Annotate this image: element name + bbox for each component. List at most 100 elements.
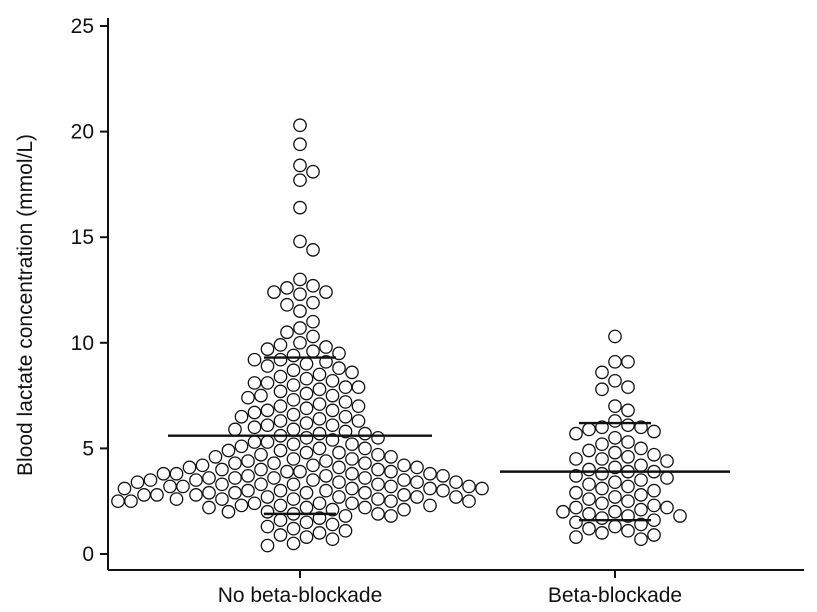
data-point	[608, 519, 622, 534]
data-point	[293, 464, 307, 479]
data-point	[293, 272, 307, 287]
data-point	[312, 426, 327, 441]
data-point	[436, 483, 450, 498]
data-point	[260, 418, 275, 433]
data-point	[325, 388, 340, 403]
y-tick-label: 20	[71, 121, 94, 144]
data-point	[273, 498, 288, 513]
data-point	[299, 416, 314, 430]
y-ticks: 0 5 10 15 20 25	[71, 15, 108, 566]
data-point	[647, 447, 661, 462]
y-tick-label: 0	[82, 543, 94, 566]
data-point	[306, 458, 320, 473]
data-point	[351, 380, 366, 395]
y-tick-label: 15	[71, 226, 94, 249]
data-point	[299, 371, 314, 386]
data-point	[338, 380, 353, 395]
data-point	[221, 443, 236, 458]
data-point	[273, 513, 288, 528]
data-point	[582, 507, 596, 521]
data-point	[319, 340, 333, 354]
data-point	[299, 485, 314, 500]
data-point	[475, 481, 489, 496]
data-point	[423, 498, 437, 513]
data-point	[647, 498, 661, 513]
data-point	[234, 409, 249, 424]
data-point	[260, 519, 275, 534]
data-point	[332, 460, 346, 475]
data-point	[260, 376, 275, 390]
data-point	[332, 361, 346, 375]
data-point	[569, 530, 583, 544]
data-point	[176, 479, 190, 494]
data-point	[319, 483, 333, 498]
data-point	[195, 458, 210, 473]
data-point	[286, 521, 301, 536]
data-point	[595, 437, 609, 452]
data-point	[293, 335, 307, 350]
data-point	[345, 481, 359, 496]
data-point	[247, 420, 262, 435]
data-point	[137, 488, 151, 502]
data-point	[280, 464, 294, 479]
data-point	[325, 418, 340, 433]
data-point	[358, 456, 372, 471]
data-point	[306, 295, 320, 310]
data-point	[286, 392, 301, 407]
data-point	[319, 285, 333, 299]
data-point	[228, 422, 242, 437]
data-point	[569, 515, 583, 530]
data-point	[202, 485, 216, 500]
data-point	[286, 452, 301, 466]
data-point	[397, 502, 411, 517]
data-point	[332, 475, 346, 490]
data-point	[338, 509, 353, 523]
data-point	[156, 466, 171, 481]
data-point	[325, 403, 340, 418]
data-point	[273, 414, 288, 428]
data-point	[267, 285, 281, 299]
data-point	[410, 460, 424, 475]
data-point	[280, 281, 294, 295]
data-point	[117, 481, 132, 496]
data-point	[358, 441, 372, 456]
data-point	[371, 447, 385, 462]
data-point	[319, 454, 333, 468]
data-point	[423, 466, 437, 481]
data-point	[397, 488, 411, 502]
data-point	[189, 488, 203, 502]
data-point	[338, 409, 353, 424]
data-point	[449, 490, 463, 504]
data-point	[345, 365, 359, 380]
data-point	[293, 137, 307, 152]
data-point	[436, 469, 450, 483]
data-point	[299, 530, 314, 544]
y-tick-label: 25	[71, 15, 94, 38]
data-point	[221, 504, 236, 519]
data-point	[660, 500, 674, 515]
data-point	[358, 485, 372, 500]
data-point	[293, 287, 307, 302]
data-point	[371, 462, 385, 477]
data-point	[338, 395, 353, 409]
data-point	[189, 473, 203, 487]
data-point	[260, 403, 275, 418]
data-point	[286, 407, 301, 422]
data-point	[247, 376, 262, 390]
data-point	[608, 414, 622, 428]
data-point	[462, 479, 476, 494]
data-point	[358, 471, 372, 485]
data-point	[286, 378, 301, 392]
data-point	[267, 456, 281, 471]
data-point	[260, 538, 275, 553]
data-point	[247, 435, 262, 449]
data-point	[306, 164, 320, 179]
data-point	[608, 399, 622, 414]
data-point	[163, 479, 177, 494]
data-point	[582, 462, 596, 477]
data-point	[306, 344, 320, 359]
data-point	[634, 502, 648, 517]
data-point	[299, 515, 314, 530]
data-point	[280, 325, 294, 340]
data-point	[254, 388, 268, 403]
